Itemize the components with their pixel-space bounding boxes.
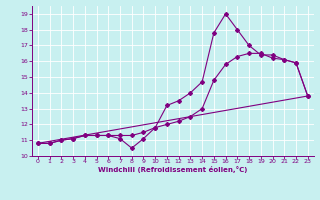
X-axis label: Windchill (Refroidissement éolien,°C): Windchill (Refroidissement éolien,°C) <box>98 166 247 173</box>
